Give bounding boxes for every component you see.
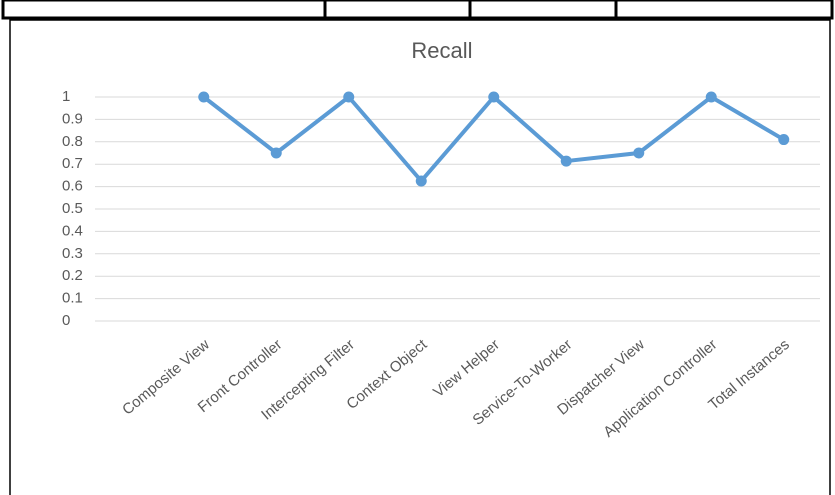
y-tick-label: 0.7 <box>62 155 83 172</box>
point-marker <box>415 175 427 187</box>
y-tick-label: 0.9 <box>62 110 83 127</box>
y-tick-label: 1 <box>62 88 70 105</box>
point-marker <box>488 91 500 103</box>
y-tick-label: 0.6 <box>62 178 83 195</box>
y-tick-label: 0.1 <box>62 290 83 307</box>
y-tick-label: 0.2 <box>62 267 83 284</box>
chart-frame <box>9 19 831 495</box>
point-marker <box>705 91 717 103</box>
point-marker <box>198 91 210 103</box>
y-tick-label: 0.8 <box>62 133 83 150</box>
point-marker <box>778 134 790 146</box>
table-edge <box>1 0 834 20</box>
y-tick-label: 0.5 <box>62 200 83 217</box>
chart-title: Recall <box>411 38 472 63</box>
top-table-border <box>1 0 834 20</box>
point-marker <box>633 147 645 159</box>
y-tick-label: 0.3 <box>62 245 83 262</box>
point-marker <box>560 155 572 167</box>
y-tick-label: 0 <box>62 312 70 329</box>
y-tick-label: 0.4 <box>62 222 83 239</box>
point-marker <box>270 147 282 159</box>
point-marker <box>343 91 355 103</box>
